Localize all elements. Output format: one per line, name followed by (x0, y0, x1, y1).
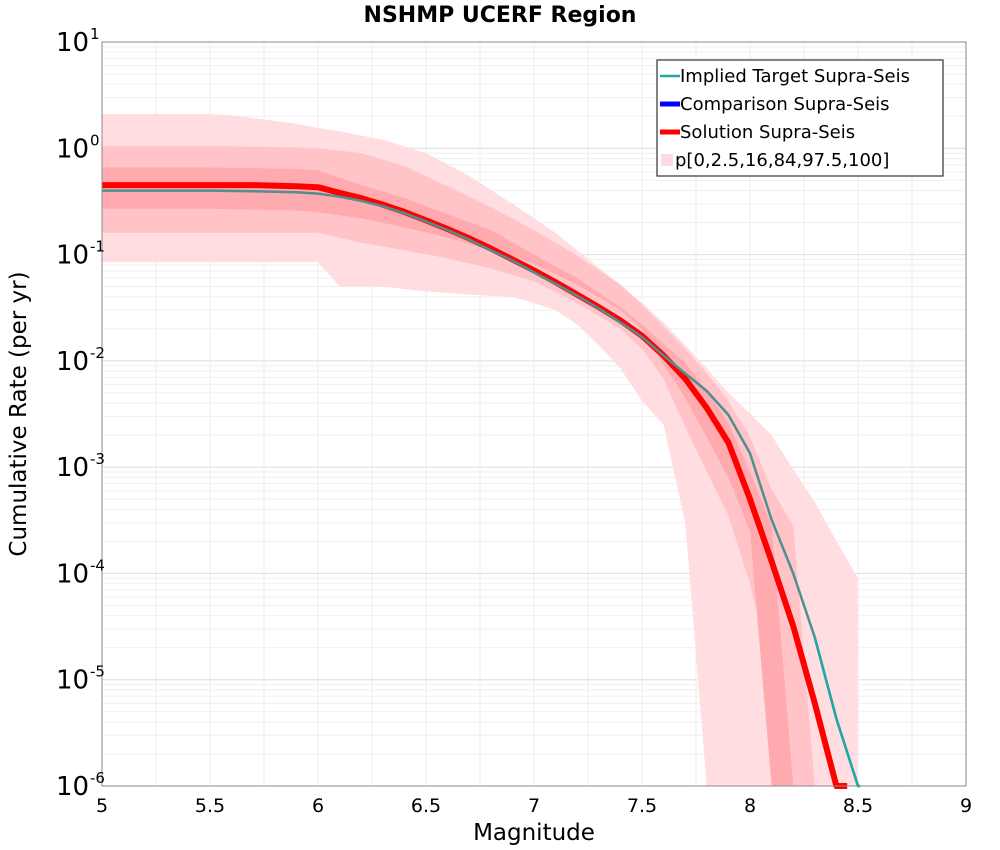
x-axis-ticks: 5 5.5 6 6.5 7 7.5 8 8.5 9 (96, 795, 972, 817)
x-tick-label: 8.5 (843, 795, 873, 817)
x-axis-label: Magnitude (473, 820, 595, 846)
y-tick-label: 10 -2 (56, 344, 105, 377)
x-tick-label: 7.5 (627, 795, 657, 817)
series-line-implied-target-supra-seis (102, 189, 861, 788)
y-tick-base: 10 (56, 28, 89, 58)
legend-swatch (661, 154, 673, 166)
y-tick-base: 10 (56, 453, 89, 483)
y-tick-exponent: -3 (90, 450, 105, 468)
y-tick-exponent: 0 (90, 131, 100, 149)
legend-label: Implied Target Supra-Seis (680, 66, 910, 87)
x-tick-label: 9 (960, 795, 972, 817)
y-tick-base: 10 (56, 666, 89, 696)
x-tick-label: 8 (744, 795, 756, 817)
y-tick-label: 10 1 (56, 25, 100, 58)
y-tick-label: 10 -3 (56, 450, 105, 483)
series-line-solution-supra-seis (102, 182, 848, 789)
x-tick-label: 7 (528, 795, 540, 817)
band-p2.5-p97.5 (102, 146, 815, 786)
y-tick-exponent: -2 (90, 344, 105, 362)
y-tick-base: 10 (56, 772, 89, 802)
y-tick-base: 10 (56, 241, 89, 271)
y-tick-label: 10 -4 (56, 556, 105, 589)
y-axis-label: Cumulative Rate (per yr) (6, 271, 32, 556)
y-tick-exponent: -1 (90, 238, 105, 256)
legend-label: Solution Supra-Seis (680, 122, 855, 143)
y-tick-base: 10 (56, 347, 89, 377)
y-tick-base: 10 (56, 134, 89, 164)
y-tick-label: 10 -1 (56, 238, 105, 271)
y-tick-base: 10 (56, 559, 89, 589)
y-tick-exponent: 1 (90, 25, 100, 43)
percentile-bands (102, 114, 858, 786)
legend-box (656, 59, 944, 177)
y-tick-label: 10 -6 (56, 769, 105, 802)
legend: Implied Target Supra-Seis Comparison Supr… (656, 59, 944, 177)
legend-label: p[0,2.5,16,84,97.5,100] (675, 150, 889, 171)
x-tick-label: 6.5 (411, 795, 441, 817)
y-tick-exponent: -5 (90, 663, 105, 681)
x-tick-label: 5.5 (195, 795, 225, 817)
chart-title: NSHMP UCERF Region (364, 3, 637, 28)
y-tick-label: 10 -5 (56, 663, 105, 696)
plot-frame (101, 41, 967, 787)
y-tick-exponent: -6 (90, 769, 105, 787)
y-tick-label: 10 0 (56, 131, 100, 164)
y-tick-exponent: -4 (90, 556, 105, 574)
legend-label: Comparison Supra-Seis (680, 94, 890, 115)
x-tick-label: 5 (96, 795, 108, 817)
x-tick-label: 6 (312, 795, 324, 817)
